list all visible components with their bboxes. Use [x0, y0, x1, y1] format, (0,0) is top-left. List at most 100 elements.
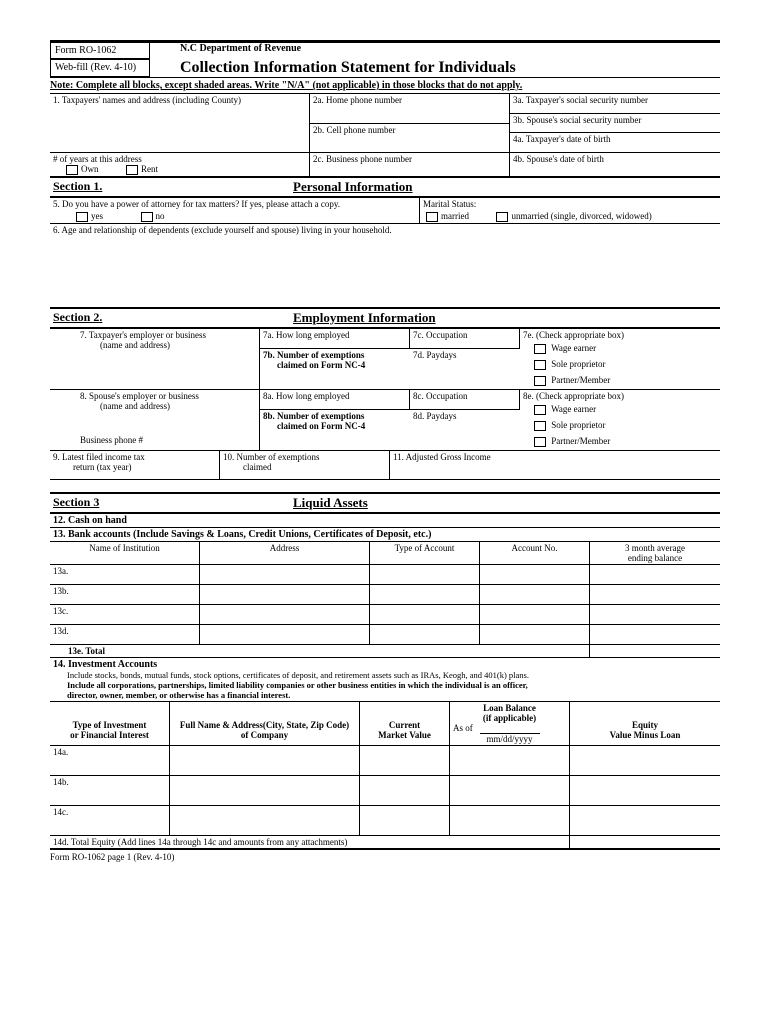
- sole-checkbox-7[interactable]: [534, 360, 546, 370]
- r13d-2[interactable]: [200, 625, 370, 644]
- q8-cell: 8. Spouse's employer or business (name a…: [50, 390, 260, 450]
- h14-asof: As of: [453, 723, 566, 733]
- block1-row1: 1. Taxpayers' names and address (includi…: [50, 93, 720, 152]
- s2-q8-row: 8. Spouse's employer or business (name a…: [50, 389, 720, 450]
- q3a: 3a. Taxpayer's social security number: [510, 94, 720, 113]
- marital-cell: Marital Status: married unmarried (singl…: [420, 198, 720, 223]
- h-type: Type of Account: [370, 542, 480, 564]
- h14-loan: Loan Balance (if applicable) As of mm/dd…: [450, 702, 570, 745]
- r14a-3[interactable]: [360, 746, 450, 775]
- r13b-5[interactable]: [590, 585, 720, 604]
- q7cd-col: 7c. Occupation 7d. Paydays: [410, 329, 520, 389]
- wage-label-8: Wage earner: [551, 404, 596, 414]
- no-checkbox[interactable]: [141, 212, 153, 222]
- yes-label: yes: [91, 211, 103, 221]
- partner-checkbox-7[interactable]: [534, 376, 546, 386]
- r14c: 14c.: [50, 806, 170, 835]
- h14t1: Type of Investment: [53, 720, 166, 730]
- h-avg2: ending balance: [593, 553, 717, 563]
- q11: 11. Adjusted Gross Income: [390, 451, 720, 479]
- sole-checkbox-8[interactable]: [534, 421, 546, 431]
- header-row-1: Form RO-1062 N.C Department of Revenue: [50, 43, 720, 59]
- q10-cell: 10. Number of exemptions claimed: [220, 451, 390, 479]
- r13a-acct[interactable]: [480, 565, 590, 584]
- r14b-4[interactable]: [450, 776, 570, 805]
- own-checkbox[interactable]: [66, 165, 78, 175]
- yes-checkbox[interactable]: [76, 212, 88, 222]
- phone-col: 2a. Home phone number 2b. Cell phone num…: [310, 94, 510, 152]
- spacer: [50, 237, 720, 307]
- h14c1: Current: [363, 720, 446, 730]
- webfill-box: Web-fill (Rev. 4-10): [50, 59, 150, 77]
- h-avg1: 3 month average: [593, 543, 717, 553]
- h-avg: 3 month average ending balance: [590, 542, 720, 564]
- r13c-5[interactable]: [590, 605, 720, 624]
- h14-eq: Equity Value Minus Loan: [570, 702, 720, 745]
- r13d-5[interactable]: [590, 625, 720, 644]
- r14c-4[interactable]: [450, 806, 570, 835]
- spacer2: [50, 480, 720, 492]
- r13a-bal[interactable]: [590, 565, 720, 584]
- r13b-3[interactable]: [370, 585, 480, 604]
- q4b: 4b. Spouse's date of birth: [510, 153, 720, 176]
- r13d-4[interactable]: [480, 625, 590, 644]
- q13-text: 13. Bank accounts (Include Savings & Loa…: [53, 529, 431, 540]
- r13c-4[interactable]: [480, 605, 590, 624]
- married-label: married: [441, 211, 469, 221]
- rent-checkbox[interactable]: [126, 165, 138, 175]
- married-checkbox[interactable]: [426, 212, 438, 222]
- r14b-3[interactable]: [360, 776, 450, 805]
- r14b: 14b.: [50, 776, 170, 805]
- r13c-2[interactable]: [200, 605, 370, 624]
- block1-row2: # of years at this address Own Rent 2c. …: [50, 152, 720, 176]
- r13b-4[interactable]: [480, 585, 590, 604]
- r13e-total[interactable]: [590, 645, 720, 657]
- r14a-2[interactable]: [170, 746, 360, 775]
- q6-label: 6. Age and relationship of dependents (e…: [50, 224, 720, 237]
- r14a: 14a.: [50, 746, 170, 775]
- r14b-5[interactable]: [570, 776, 720, 805]
- r14a-4[interactable]: [450, 746, 570, 775]
- h14t2: or Financial Interest: [53, 730, 166, 740]
- r14c-3[interactable]: [360, 806, 450, 835]
- r13e: 13e. Total: [50, 645, 590, 657]
- q7-cell: 7. Taxpayer's employer or business (name…: [50, 329, 260, 389]
- q2a: 2a. Home phone number: [310, 94, 509, 123]
- wage-checkbox-8[interactable]: [534, 405, 546, 415]
- invest-table: Type of Investment or Financial Interest…: [50, 701, 720, 849]
- q9b: return (tax year): [53, 462, 216, 472]
- header-row-2: Web-fill (Rev. 4-10) Collection Informat…: [50, 59, 720, 77]
- r14c-2[interactable]: [170, 806, 360, 835]
- r13b-2[interactable]: [200, 585, 370, 604]
- q7ab-col: 7a. How long employed 7b. Number of exem…: [260, 329, 410, 389]
- q5-cell: 5. Do you have a power of attorney for t…: [50, 198, 420, 223]
- row-13b: 13b.: [50, 585, 720, 605]
- r13a-type[interactable]: [370, 565, 480, 584]
- own-label: Own: [81, 164, 99, 174]
- r14b-2[interactable]: [170, 776, 360, 805]
- s2-row3: 9. Latest filed income tax return (tax y…: [50, 450, 720, 480]
- partner-label-8: Partner/Member: [551, 436, 610, 446]
- form-title-wrap: Collection Information Statement for Ind…: [150, 59, 720, 77]
- r13a-addr[interactable]: [200, 565, 370, 584]
- q7b: 7b. Number of exemptions: [263, 350, 407, 360]
- years-label: # of years at this address: [53, 154, 306, 164]
- r14d-total[interactable]: [570, 836, 720, 848]
- r13d-3[interactable]: [370, 625, 480, 644]
- partner-checkbox-8[interactable]: [534, 437, 546, 447]
- q8e-label: 8e. (Check appropriate box): [523, 391, 717, 401]
- form-number-box: Form RO-1062: [50, 43, 150, 59]
- section2-header: Section 2. Employment Information: [50, 307, 720, 329]
- bank-table: Name of Institution Address Type of Acco…: [50, 541, 720, 658]
- r13c-3[interactable]: [370, 605, 480, 624]
- wage-checkbox-7[interactable]: [534, 344, 546, 354]
- r14c-5[interactable]: [570, 806, 720, 835]
- q7e-label: 7e. (Check appropriate box): [523, 330, 717, 340]
- q14-desc1: Include stocks, bonds, mutual funds, sto…: [53, 670, 717, 680]
- biz-phone-label: Business phone #: [80, 435, 256, 445]
- q8cd-col: 8c. Occupation 8d. Paydays: [410, 390, 520, 450]
- q8ab-col: 8a. How long employed 8b. Number of exem…: [260, 390, 410, 450]
- q8b2: claimed on Form NC-4: [263, 421, 407, 431]
- unmarried-checkbox[interactable]: [496, 212, 508, 222]
- r14a-5[interactable]: [570, 746, 720, 775]
